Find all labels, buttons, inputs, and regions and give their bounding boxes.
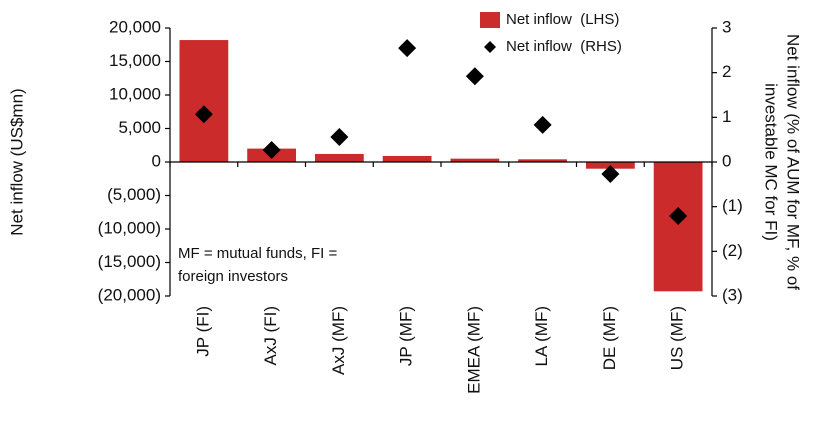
y2-axis-label: Net inflow (% of AUM for MF, % of [784, 34, 803, 290]
y2-axis-label: investable MC for FI) [762, 83, 781, 241]
x-tick-label: EMEA (MF) [464, 306, 483, 394]
y2-tick-label: 0 [722, 151, 731, 170]
y2-tick-label: (2) [722, 241, 743, 260]
y2-tick-label: (1) [722, 196, 743, 215]
legend-swatch [480, 12, 500, 28]
y-tick-label: (20,000) [98, 285, 161, 304]
y-tick-label: (10,000) [98, 218, 161, 237]
y2-tick-label: 2 [722, 62, 731, 81]
y2-tick-label: (3) [722, 285, 743, 304]
legend-label: Net inflow (LHS) [506, 11, 619, 28]
y2-tick-label: 3 [722, 17, 731, 36]
diamond-marker [669, 207, 688, 226]
y-tick-label: 20,000 [109, 17, 161, 36]
x-tick-label: LA (MF) [532, 306, 551, 366]
y-tick-label: 0 [152, 151, 161, 170]
y-tick-label: 5,000 [118, 118, 161, 137]
y-axis-label: Net inflow (US$mn) [7, 88, 26, 235]
annotation: foreign investors [178, 268, 288, 285]
x-tick-label: JP (FI) [193, 306, 212, 357]
legend-label: Net inflow (RHS) [506, 38, 622, 55]
x-tick-label: AxJ (FI) [261, 306, 280, 366]
y-tick-label: (15,000) [98, 252, 161, 271]
diamond-marker [330, 127, 349, 146]
bar [653, 162, 703, 292]
bar [382, 155, 432, 162]
diamond-marker [398, 39, 417, 58]
annotation: MF = mutual funds, FI = [178, 245, 337, 262]
diamond-marker [262, 140, 281, 159]
y2-tick-label: 1 [722, 107, 731, 126]
x-tick-label: JP (MF) [397, 306, 416, 366]
y-tick-label: (5,000) [107, 185, 161, 204]
diamond-marker [601, 165, 620, 184]
diamond-marker [533, 115, 552, 134]
bar [179, 40, 229, 163]
diamond-marker [465, 67, 484, 86]
x-tick-label: DE (MF) [600, 306, 619, 370]
x-tick-label: US (MF) [668, 306, 687, 370]
bar [518, 159, 568, 162]
bar [450, 158, 500, 162]
y-tick-label: 15,000 [109, 51, 161, 70]
y-tick-label: 10,000 [109, 84, 161, 103]
diamond-marker [194, 105, 213, 124]
legend-swatch [484, 41, 496, 53]
x-tick-label: AxJ (MF) [329, 306, 348, 375]
bar [314, 153, 364, 162]
